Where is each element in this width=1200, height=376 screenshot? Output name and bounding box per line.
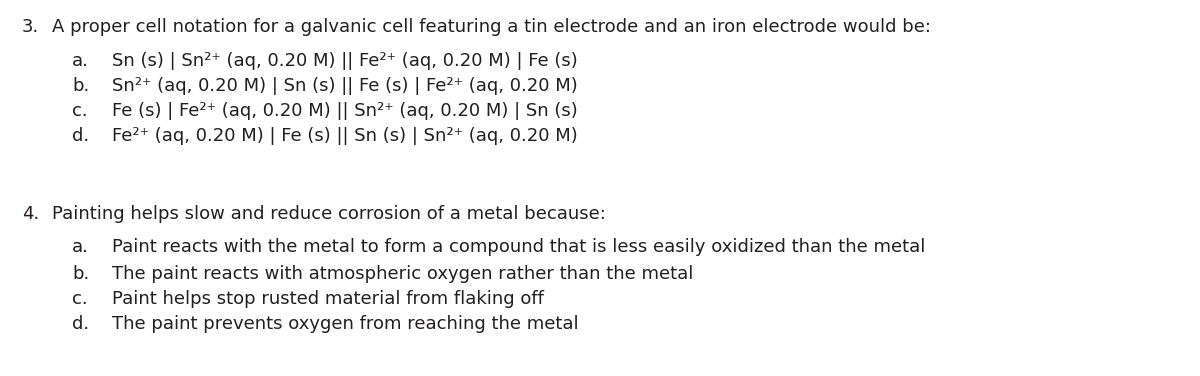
Text: a.: a. (72, 238, 89, 256)
Text: a.: a. (72, 52, 89, 70)
Text: 3.: 3. (22, 18, 40, 36)
Text: Sn²⁺ (aq, 0.20 M) | Sn (s) || Fe (s) | Fe²⁺ (aq, 0.20 M): Sn²⁺ (aq, 0.20 M) | Sn (s) || Fe (s) | F… (112, 77, 577, 95)
Text: Fe (s) | Fe²⁺ (aq, 0.20 M) || Sn²⁺ (aq, 0.20 M) | Sn (s): Fe (s) | Fe²⁺ (aq, 0.20 M) || Sn²⁺ (aq, … (112, 102, 577, 120)
Text: d.: d. (72, 315, 89, 333)
Text: The paint prevents oxygen from reaching the metal: The paint prevents oxygen from reaching … (112, 315, 578, 333)
Text: Paint reacts with the metal to form a compound that is less easily oxidized than: Paint reacts with the metal to form a co… (112, 238, 925, 256)
Text: Paint helps stop rusted material from flaking off: Paint helps stop rusted material from fl… (112, 290, 544, 308)
Text: b.: b. (72, 265, 89, 283)
Text: 4.: 4. (22, 205, 40, 223)
Text: d.: d. (72, 127, 89, 145)
Text: Fe²⁺ (aq, 0.20 M) | Fe (s) || Sn (s) | Sn²⁺ (aq, 0.20 M): Fe²⁺ (aq, 0.20 M) | Fe (s) || Sn (s) | S… (112, 127, 577, 145)
Text: Painting helps slow and reduce corrosion of a metal because:: Painting helps slow and reduce corrosion… (52, 205, 606, 223)
Text: b.: b. (72, 77, 89, 95)
Text: c.: c. (72, 102, 88, 120)
Text: c.: c. (72, 290, 88, 308)
Text: Sn (s) | Sn²⁺ (aq, 0.20 M) || Fe²⁺ (aq, 0.20 M) | Fe (s): Sn (s) | Sn²⁺ (aq, 0.20 M) || Fe²⁺ (aq, … (112, 52, 577, 70)
Text: The paint reacts with atmospheric oxygen rather than the metal: The paint reacts with atmospheric oxygen… (112, 265, 694, 283)
Text: A proper cell notation for a galvanic cell featuring a tin electrode and an iron: A proper cell notation for a galvanic ce… (52, 18, 931, 36)
